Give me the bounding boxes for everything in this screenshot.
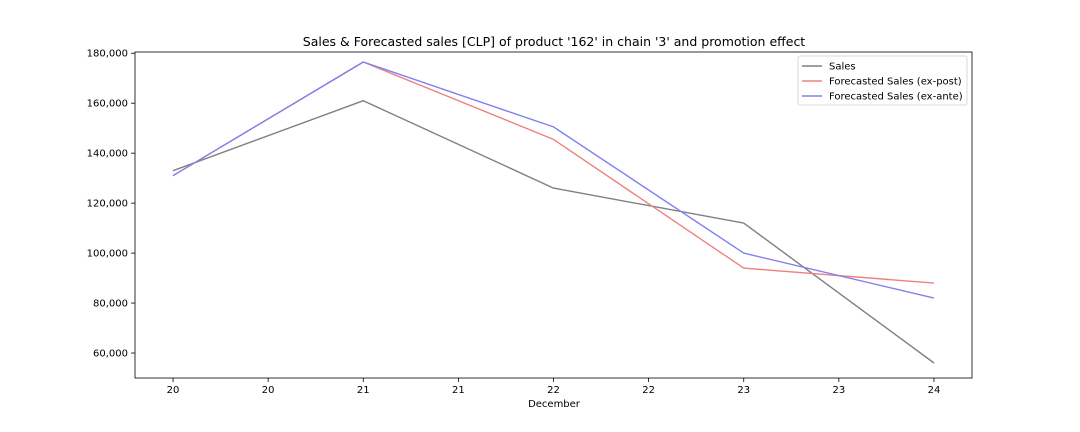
legend-entry-0: Sales [829,62,856,73]
x-tick-label: 20 [167,385,180,396]
series-line-2 [172,61,935,299]
y-tick-label: 60,000 [93,349,128,360]
legend: Sales Forecasted Sales (ex-post) Forecaste… [797,55,968,106]
y-tick-label: 160,000 [87,99,128,110]
y-tick-label: 100,000 [87,249,128,260]
x-tick-label: 21 [452,385,465,396]
x-tick-label: 24 [928,385,941,396]
legend-box [797,55,968,106]
plot-area: 60,000 80,000 100,000 120,000 140,000 160,000… [87,49,973,396]
y-tick-label: 120,000 [87,199,128,210]
chart-title: Sales & Forecasted sales [CLP] of produc… [303,34,806,49]
x-axis-label: December [528,399,581,410]
x-tick-label: 21 [357,385,370,396]
y-tick-label: 180,000 [87,49,128,60]
y-tick-label: 140,000 [87,149,128,160]
legend-entry-2: Forecasted Sales (ex-ante) [829,92,963,103]
x-tick-label: 23 [832,385,845,396]
series-line-0 [172,99,935,364]
x-tick-label: 20 [262,385,275,396]
x-tick-label: 22 [642,385,655,396]
x-tick-label: 23 [737,385,750,396]
legend-entry-1: Forecasted Sales (ex-post) [829,77,962,88]
y-tick-label: 80,000 [93,299,128,310]
x-tick-label: 22 [547,385,560,396]
